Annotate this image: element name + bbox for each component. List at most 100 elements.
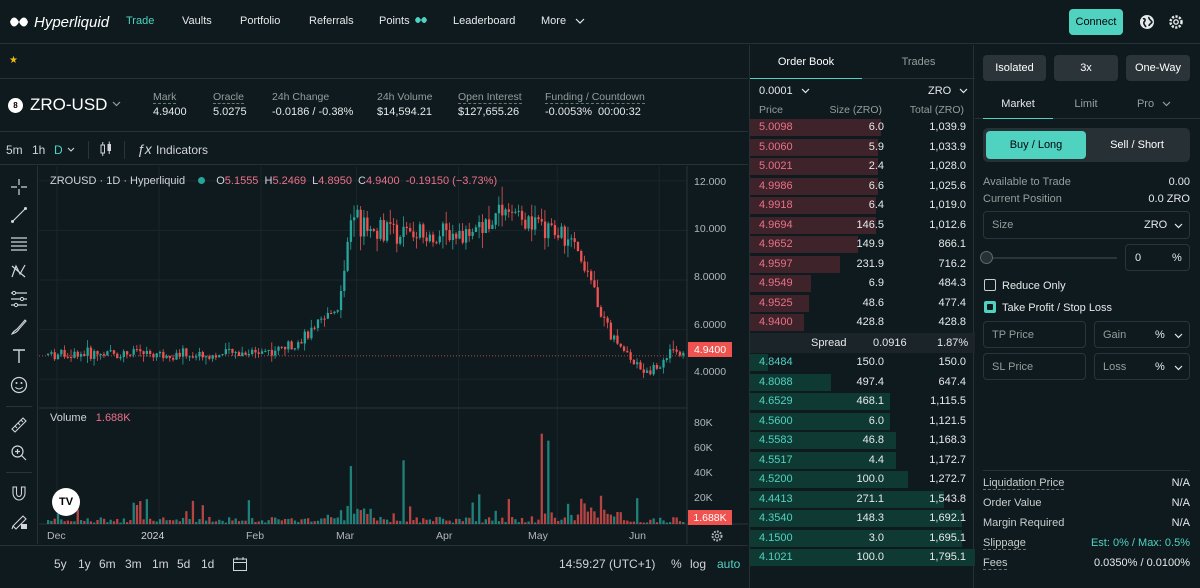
tab-limit[interactable]: Limit	[1074, 98, 1098, 110]
indicators-icon[interactable]: ƒx	[137, 141, 152, 157]
horizontal-lines-icon[interactable]	[10, 234, 28, 252]
chart-settings-icon[interactable]	[710, 529, 724, 543]
trend-line-icon[interactable]	[10, 206, 28, 224]
size-slider-handle[interactable]	[980, 251, 993, 264]
size-percent-input[interactable]: 0 %	[1125, 244, 1190, 271]
crosshair-icon[interactable]	[10, 178, 28, 196]
tpsl-checkbox[interactable]	[984, 301, 996, 313]
tpsl-label[interactable]: Take Profit / Stop Loss	[1002, 302, 1113, 314]
tab-pro[interactable]: Pro	[1119, 89, 1189, 119]
nav-referrals[interactable]: Referrals	[309, 15, 354, 27]
range-5y[interactable]: 5y	[54, 557, 67, 571]
buy-long-button[interactable]: Buy / Long	[986, 131, 1086, 159]
connect-button[interactable]: Connect	[1069, 9, 1123, 35]
ask-row[interactable]: 5.0060 5.9 1,033.9	[750, 138, 975, 158]
timeframe-d[interactable]: D	[54, 143, 63, 157]
candlestick-icon[interactable]	[99, 141, 113, 157]
leverage-button[interactable]: 3x	[1054, 55, 1118, 81]
bid-row[interactable]: 4.5600 6.0 1,121.5	[750, 412, 975, 432]
percent-toggle[interactable]: %	[671, 557, 682, 571]
nav-more[interactable]: More	[541, 15, 585, 27]
bid-row[interactable]: 4.5200 100.0 1,272.7	[750, 470, 975, 490]
range-1y[interactable]: 1y	[78, 557, 91, 571]
chevron-down-icon[interactable]	[112, 101, 121, 107]
bid-row[interactable]: 4.1021 100.0 1,795.1	[750, 548, 975, 568]
pair-selector[interactable]: ZRO-USD	[30, 95, 108, 114]
ask-row[interactable]: 4.9549 6.9 484.3	[750, 274, 975, 294]
ask-row[interactable]: 4.9918 6.4 1,019.0	[750, 196, 975, 216]
loss-input[interactable]: Loss %	[1094, 353, 1190, 380]
reduce-only-checkbox[interactable]	[984, 279, 996, 291]
range-5d[interactable]: 5d	[177, 557, 191, 571]
ask-row[interactable]: 4.9400 428.8 428.8	[750, 313, 975, 333]
size-slider-track[interactable]	[987, 257, 1117, 259]
bid-row[interactable]: 4.1500 3.0 1,695.1	[750, 529, 975, 549]
auto-toggle[interactable]: auto	[717, 557, 741, 571]
ask-row[interactable]: 4.9525 48.6 477.4	[750, 294, 975, 314]
gear-icon[interactable]	[1167, 13, 1185, 31]
ask-row[interactable]: 4.9694 146.5 1,012.6	[750, 216, 975, 236]
chart-clock[interactable]: 14:59:27 (UTC+1)	[559, 557, 656, 571]
log-toggle[interactable]: log	[690, 557, 707, 571]
tradingview-logo-icon[interactable]: TV	[52, 488, 80, 516]
calendar-icon[interactable]	[232, 556, 248, 572]
tab-market[interactable]: Market	[983, 89, 1053, 119]
price-tick: 8.0000	[694, 271, 727, 283]
unit-select[interactable]: ZRO	[928, 85, 968, 97]
range-1d[interactable]: 1d	[201, 557, 215, 571]
timeframe-1h[interactable]: 1h	[32, 143, 46, 157]
indicators-button[interactable]: Indicators	[156, 143, 209, 157]
ask-row[interactable]: 5.0021 2.4 1,028.0	[750, 157, 975, 177]
ask-row[interactable]: 4.9652 149.9 866.1	[750, 235, 975, 255]
magnet-icon[interactable]	[10, 484, 28, 502]
text-icon[interactable]	[10, 347, 28, 365]
chart-canvas[interactable]	[39, 166, 748, 544]
bid-row[interactable]: 4.4413 271.1 1,543.8	[750, 490, 975, 510]
ask-row[interactable]: 4.9597 231.9 716.2	[750, 255, 975, 275]
star-icon[interactable]: ★	[9, 55, 18, 66]
nav-points[interactable]: Points	[379, 15, 427, 27]
bid-row[interactable]: 4.5517 4.4 1,172.7	[750, 451, 975, 471]
timeframe-5m[interactable]: 5m	[6, 143, 23, 157]
nav-vaults[interactable]: Vaults	[182, 15, 212, 27]
ask-row[interactable]: 4.9986 6.6 1,025.6	[750, 177, 975, 197]
pattern-icon[interactable]	[10, 262, 28, 280]
lock-drawing-icon[interactable]	[10, 512, 28, 530]
nav-leaderboard[interactable]: Leaderboard	[453, 15, 516, 27]
globe-icon[interactable]	[1138, 13, 1156, 31]
ruler-icon[interactable]	[10, 416, 28, 434]
tab-trades[interactable]: Trades	[901, 56, 936, 68]
margin-mode-button[interactable]: Isolated	[983, 55, 1046, 81]
sl-price-input[interactable]: SL Price	[983, 353, 1086, 380]
chevron-down-icon[interactable]	[1174, 333, 1183, 339]
chevron-down-icon[interactable]	[1174, 223, 1183, 229]
chevron-down-icon[interactable]	[67, 147, 75, 152]
tp-price-input[interactable]: TP Price	[983, 321, 1086, 348]
sell-short-button[interactable]: Sell / Short	[1110, 139, 1164, 151]
range-6m[interactable]: 6m	[99, 557, 116, 571]
bid-row[interactable]: 4.6529 468.1 1,115.5	[750, 392, 975, 412]
range-1m[interactable]: 1m	[152, 557, 169, 571]
gain-input[interactable]: Gain %	[1094, 321, 1190, 348]
fib-icon[interactable]	[10, 290, 28, 308]
bid-row[interactable]: 4.3540 148.3 1,692.1	[750, 509, 975, 529]
size-unit[interactable]: ZRO	[1144, 219, 1168, 231]
tick-size-select[interactable]: 0.0001	[759, 85, 810, 97]
brand-logo[interactable]: Hyperliquid	[10, 11, 109, 33]
position-mode-button[interactable]: One-Way	[1126, 55, 1190, 81]
nav-portfolio[interactable]: Portfolio	[240, 15, 281, 27]
bid-row[interactable]: 4.8088 497.4 647.4	[750, 373, 975, 393]
ask-row[interactable]: 5.0098 6.0 1,039.9	[750, 118, 975, 138]
bid-row[interactable]: 4.5583 46.8 1,168.3	[750, 431, 975, 451]
chevron-down-icon[interactable]	[1174, 365, 1183, 371]
tab-order-book[interactable]: Order Book	[750, 45, 862, 79]
emoji-icon[interactable]	[10, 376, 28, 394]
range-3m[interactable]: 3m	[125, 557, 142, 571]
nav-trade[interactable]: Trade	[126, 15, 155, 27]
zoom-in-icon[interactable]	[10, 444, 28, 462]
size-input[interactable]: Size ZRO	[983, 211, 1190, 239]
bid-row[interactable]: 4.8484 150.0 150.0	[750, 353, 975, 373]
brush-icon[interactable]	[10, 318, 28, 336]
price-chart[interactable]: ZROUSD · 1D · Hyperliquid O5.1555 H5.246…	[39, 166, 748, 544]
reduce-only-label[interactable]: Reduce Only	[1002, 280, 1066, 292]
